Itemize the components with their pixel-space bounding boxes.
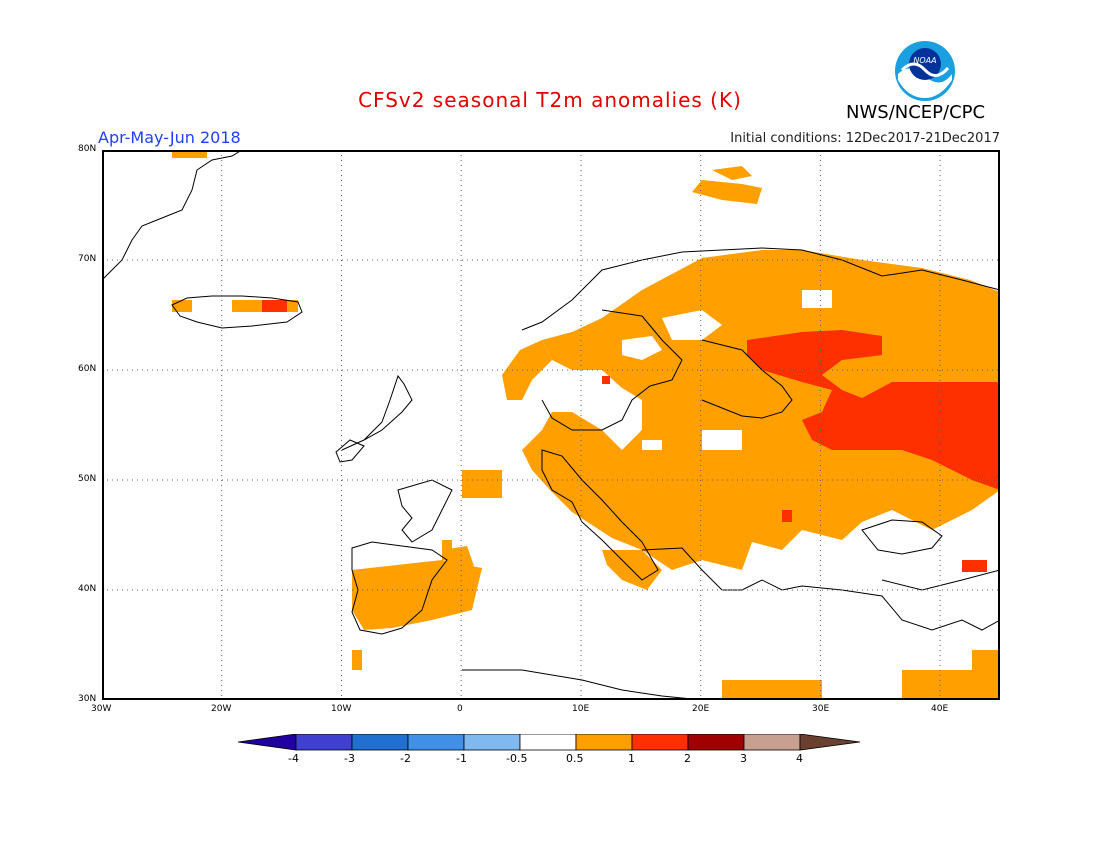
colorbar-segment-7 bbox=[631, 734, 689, 751]
map-frame bbox=[102, 150, 1000, 700]
colorbar-label-neg2: -2 bbox=[400, 752, 411, 765]
lon-label-20e: 20E bbox=[692, 704, 710, 714]
colorbar-label-neg4: -4 bbox=[288, 752, 299, 765]
colorbar-segment-6 bbox=[575, 734, 633, 751]
colorbar-segment-8 bbox=[687, 734, 745, 751]
lon-label-30w: 30W bbox=[91, 704, 112, 714]
colorbar-label-2: 2 bbox=[684, 752, 691, 765]
lon-label-10w: 10W bbox=[331, 704, 352, 714]
colorbar-segment-9 bbox=[743, 734, 801, 751]
lat-label-50n: 50N bbox=[78, 474, 97, 484]
map-title: CFSv2 seasonal T2m anomalies (K) bbox=[358, 88, 742, 112]
colorbar-segment-3 bbox=[407, 734, 465, 751]
colorbar bbox=[238, 734, 861, 751]
colorbar-label-neg3: -3 bbox=[344, 752, 355, 765]
agency-label: NWS/NCEP/CPC bbox=[846, 102, 986, 123]
colorbar-label-1: 1 bbox=[628, 752, 635, 765]
lat-label-70n: 70N bbox=[78, 254, 97, 264]
lon-label-20w: 20W bbox=[211, 704, 232, 714]
lon-label-0: 0 bbox=[457, 704, 463, 714]
colorbar-segment-1 bbox=[295, 734, 353, 751]
colorbar-segment-gt-4 bbox=[799, 734, 861, 751]
lon-label-30e: 30E bbox=[812, 704, 830, 714]
lon-label-40e: 40E bbox=[931, 704, 949, 714]
colorbar-label-3: 3 bbox=[740, 752, 747, 765]
colorbar-label-05: 0.5 bbox=[566, 752, 584, 765]
colorbar-segment-5 bbox=[519, 734, 577, 751]
anomaly-red-regions bbox=[262, 300, 1000, 572]
noaa-logo: NOAA bbox=[895, 41, 955, 101]
colorbar-label-neg05: -0.5 bbox=[506, 752, 528, 765]
anomaly-map bbox=[102, 150, 1000, 700]
colorbar-label-4: 4 bbox=[796, 752, 803, 765]
colorbar-segment-lt-4 bbox=[238, 734, 297, 751]
lon-label-10e: 10E bbox=[572, 704, 590, 714]
lat-label-40n: 40N bbox=[78, 584, 97, 594]
lat-label-30n: 30N bbox=[78, 694, 97, 704]
lat-label-60n: 60N bbox=[78, 364, 97, 374]
logo-text: NOAA bbox=[913, 56, 936, 65]
colorbar-segment-2 bbox=[351, 734, 409, 751]
coastlines bbox=[102, 150, 1000, 700]
graticule bbox=[102, 150, 1000, 700]
initial-conditions-label: Initial conditions: 12Dec2017-21Dec2017 bbox=[730, 131, 1000, 146]
colorbar-segment-4 bbox=[463, 734, 521, 751]
season-label: Apr-May-Jun 2018 bbox=[98, 128, 241, 147]
colorbar-label-neg1: -1 bbox=[456, 752, 467, 765]
lat-label-80n: 80N bbox=[78, 144, 97, 154]
